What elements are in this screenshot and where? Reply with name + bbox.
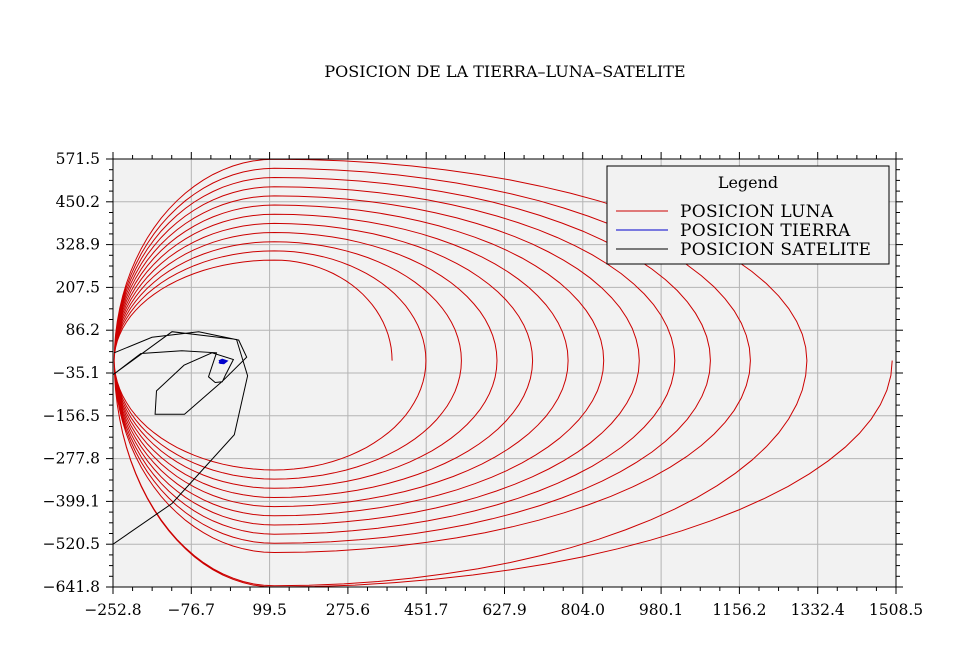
x-tick-label: 1156.2	[712, 601, 766, 619]
x-tick-label: 980.1	[639, 601, 683, 619]
x-tick-label: 1332.4	[791, 601, 845, 619]
legend-box	[606, 165, 890, 265]
x-tick-label: 275.6	[326, 601, 370, 619]
y-tick-label: −156.5	[43, 407, 100, 425]
series-line-tierra	[218, 358, 229, 365]
x-tick-label: 627.9	[482, 601, 526, 619]
y-tick-label: −399.1	[43, 492, 100, 510]
legend-label: POSICION TIERRA	[680, 221, 851, 241]
x-tick-label: 451.7	[404, 601, 448, 619]
x-tick-label: −76.7	[168, 601, 216, 619]
legend-title: Legend	[718, 173, 778, 192]
x-axis-tick-labels: −252.8 −76.7 99.5 275.6 451.7 627.9 804.0 980.1…	[84, 601, 923, 619]
series-line-luna	[113, 159, 893, 587]
axis-ticks	[106, 152, 903, 594]
y-axis-tick-labels: 571.5 450.2 328.9 207.5 86.2 −35.1 −156.5 −277.…	[43, 150, 100, 596]
x-tick-label: 99.5	[252, 601, 287, 619]
y-tick-label: 86.2	[65, 321, 100, 339]
y-tick-label: 328.9	[56, 236, 100, 254]
y-tick-label: −520.5	[43, 535, 100, 553]
y-tick-label: −277.8	[43, 450, 100, 468]
y-tick-label: 571.5	[56, 150, 100, 168]
x-tick-label: −252.8	[84, 601, 141, 619]
x-tick-label: 1508.5	[869, 601, 923, 619]
plot-frame	[112, 158, 897, 588]
chart-title: POSICION DE LA TIERRA–LUNA–SATELITE	[324, 62, 685, 81]
series-line-satelite	[113, 331, 249, 545]
series-layer	[113, 159, 893, 587]
y-tick-label: 450.2	[56, 193, 100, 211]
y-tick-label: 207.5	[56, 278, 100, 296]
y-tick-label: −35.1	[53, 364, 101, 382]
legend-label: POSICION LUNA	[680, 202, 834, 222]
legend-label: POSICION SATELITE	[680, 240, 871, 260]
x-tick-label: 804.0	[561, 601, 605, 619]
y-tick-label: −641.8	[43, 578, 100, 596]
